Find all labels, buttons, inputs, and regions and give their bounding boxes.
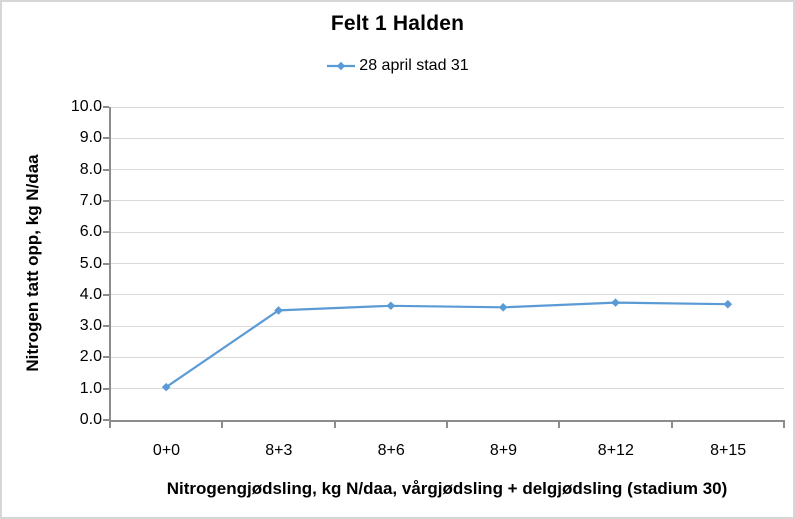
gridline [110, 388, 784, 390]
y-axis-tick-label: 2.0 [79, 348, 102, 366]
gridline [110, 231, 784, 233]
y-axis-tick [103, 325, 109, 328]
y-axis-title: Nitrogen tatt opp, kg N/daa [23, 154, 42, 372]
chart-title: Felt 1 Halden [330, 12, 465, 35]
x-axis-tick [446, 420, 448, 428]
y-axis-tick-label: 7.0 [79, 191, 102, 209]
data-point-marker [274, 306, 283, 315]
series-line [165, 301, 728, 389]
y-axis-tick-label: 6.0 [79, 223, 102, 241]
x-axis-title: Nitrogengjødsling, kg N/daa, vårgjødslin… [166, 479, 728, 498]
y-axis-tick [103, 262, 109, 265]
data-point-marker [498, 303, 508, 312]
y-axis-tick [103, 387, 109, 390]
x-axis-tick [558, 420, 561, 428]
y-axis-tick [103, 168, 109, 171]
x-axis-tick-label: 8+12 [597, 442, 634, 459]
y-axis-tick [103, 199, 109, 202]
gridline [110, 356, 784, 358]
gridline [110, 169, 784, 171]
y-axis-tick [103, 293, 109, 296]
y-axis-tick-label: 4.0 [79, 285, 102, 303]
x-axis-tick-label: 8+3 [265, 442, 293, 459]
gridline [110, 137, 784, 139]
legend-line-marker-icon [327, 61, 356, 71]
data-point-marker [386, 301, 396, 311]
y-axis-tick-label: 9.0 [79, 129, 102, 147]
x-axis-tick [783, 420, 785, 428]
y-axis-tick [103, 137, 109, 140]
x-axis-tick-label: 8+6 [377, 442, 405, 459]
x-axis-tick-label: 8+9 [489, 442, 518, 459]
x-axis-tick [109, 420, 111, 428]
x-axis-tick [221, 420, 224, 428]
y-axis-tick-label: 1.0 [79, 379, 102, 397]
data-point-marker [611, 298, 620, 307]
data-point-marker [723, 299, 733, 309]
data-series [161, 298, 733, 392]
y-axis-tick [103, 106, 109, 108]
x-axis-tick-label: 0+0 [152, 442, 181, 459]
y-axis-tick-label: 3.0 [79, 317, 102, 335]
gridline [110, 325, 784, 327]
y-axis-tick [103, 419, 109, 421]
y-axis-tick-label: 10.0 [70, 98, 102, 115]
plot-area [110, 106, 784, 420]
legend: 28 april stad 31 [2, 57, 793, 75]
y-axis-tick-label: 0.0 [79, 411, 102, 428]
gridline [110, 106, 784, 108]
x-axis-tick [333, 420, 336, 428]
y-axis-tick-label: 5.0 [79, 254, 102, 272]
y-axis-tick-label: 8.0 [79, 160, 102, 178]
y-axis-tick [103, 356, 109, 359]
y-axis-tick [103, 231, 109, 234]
gridline [110, 200, 784, 202]
legend-diamond-icon [337, 61, 346, 71]
gridline [110, 263, 784, 264]
x-axis-tick [670, 420, 673, 428]
x-axis-tick-label: 8+15 [710, 442, 747, 459]
legend-label: 28 april stad 31 [359, 57, 469, 74]
gridline [110, 294, 784, 296]
y-axis-line [109, 107, 111, 420]
